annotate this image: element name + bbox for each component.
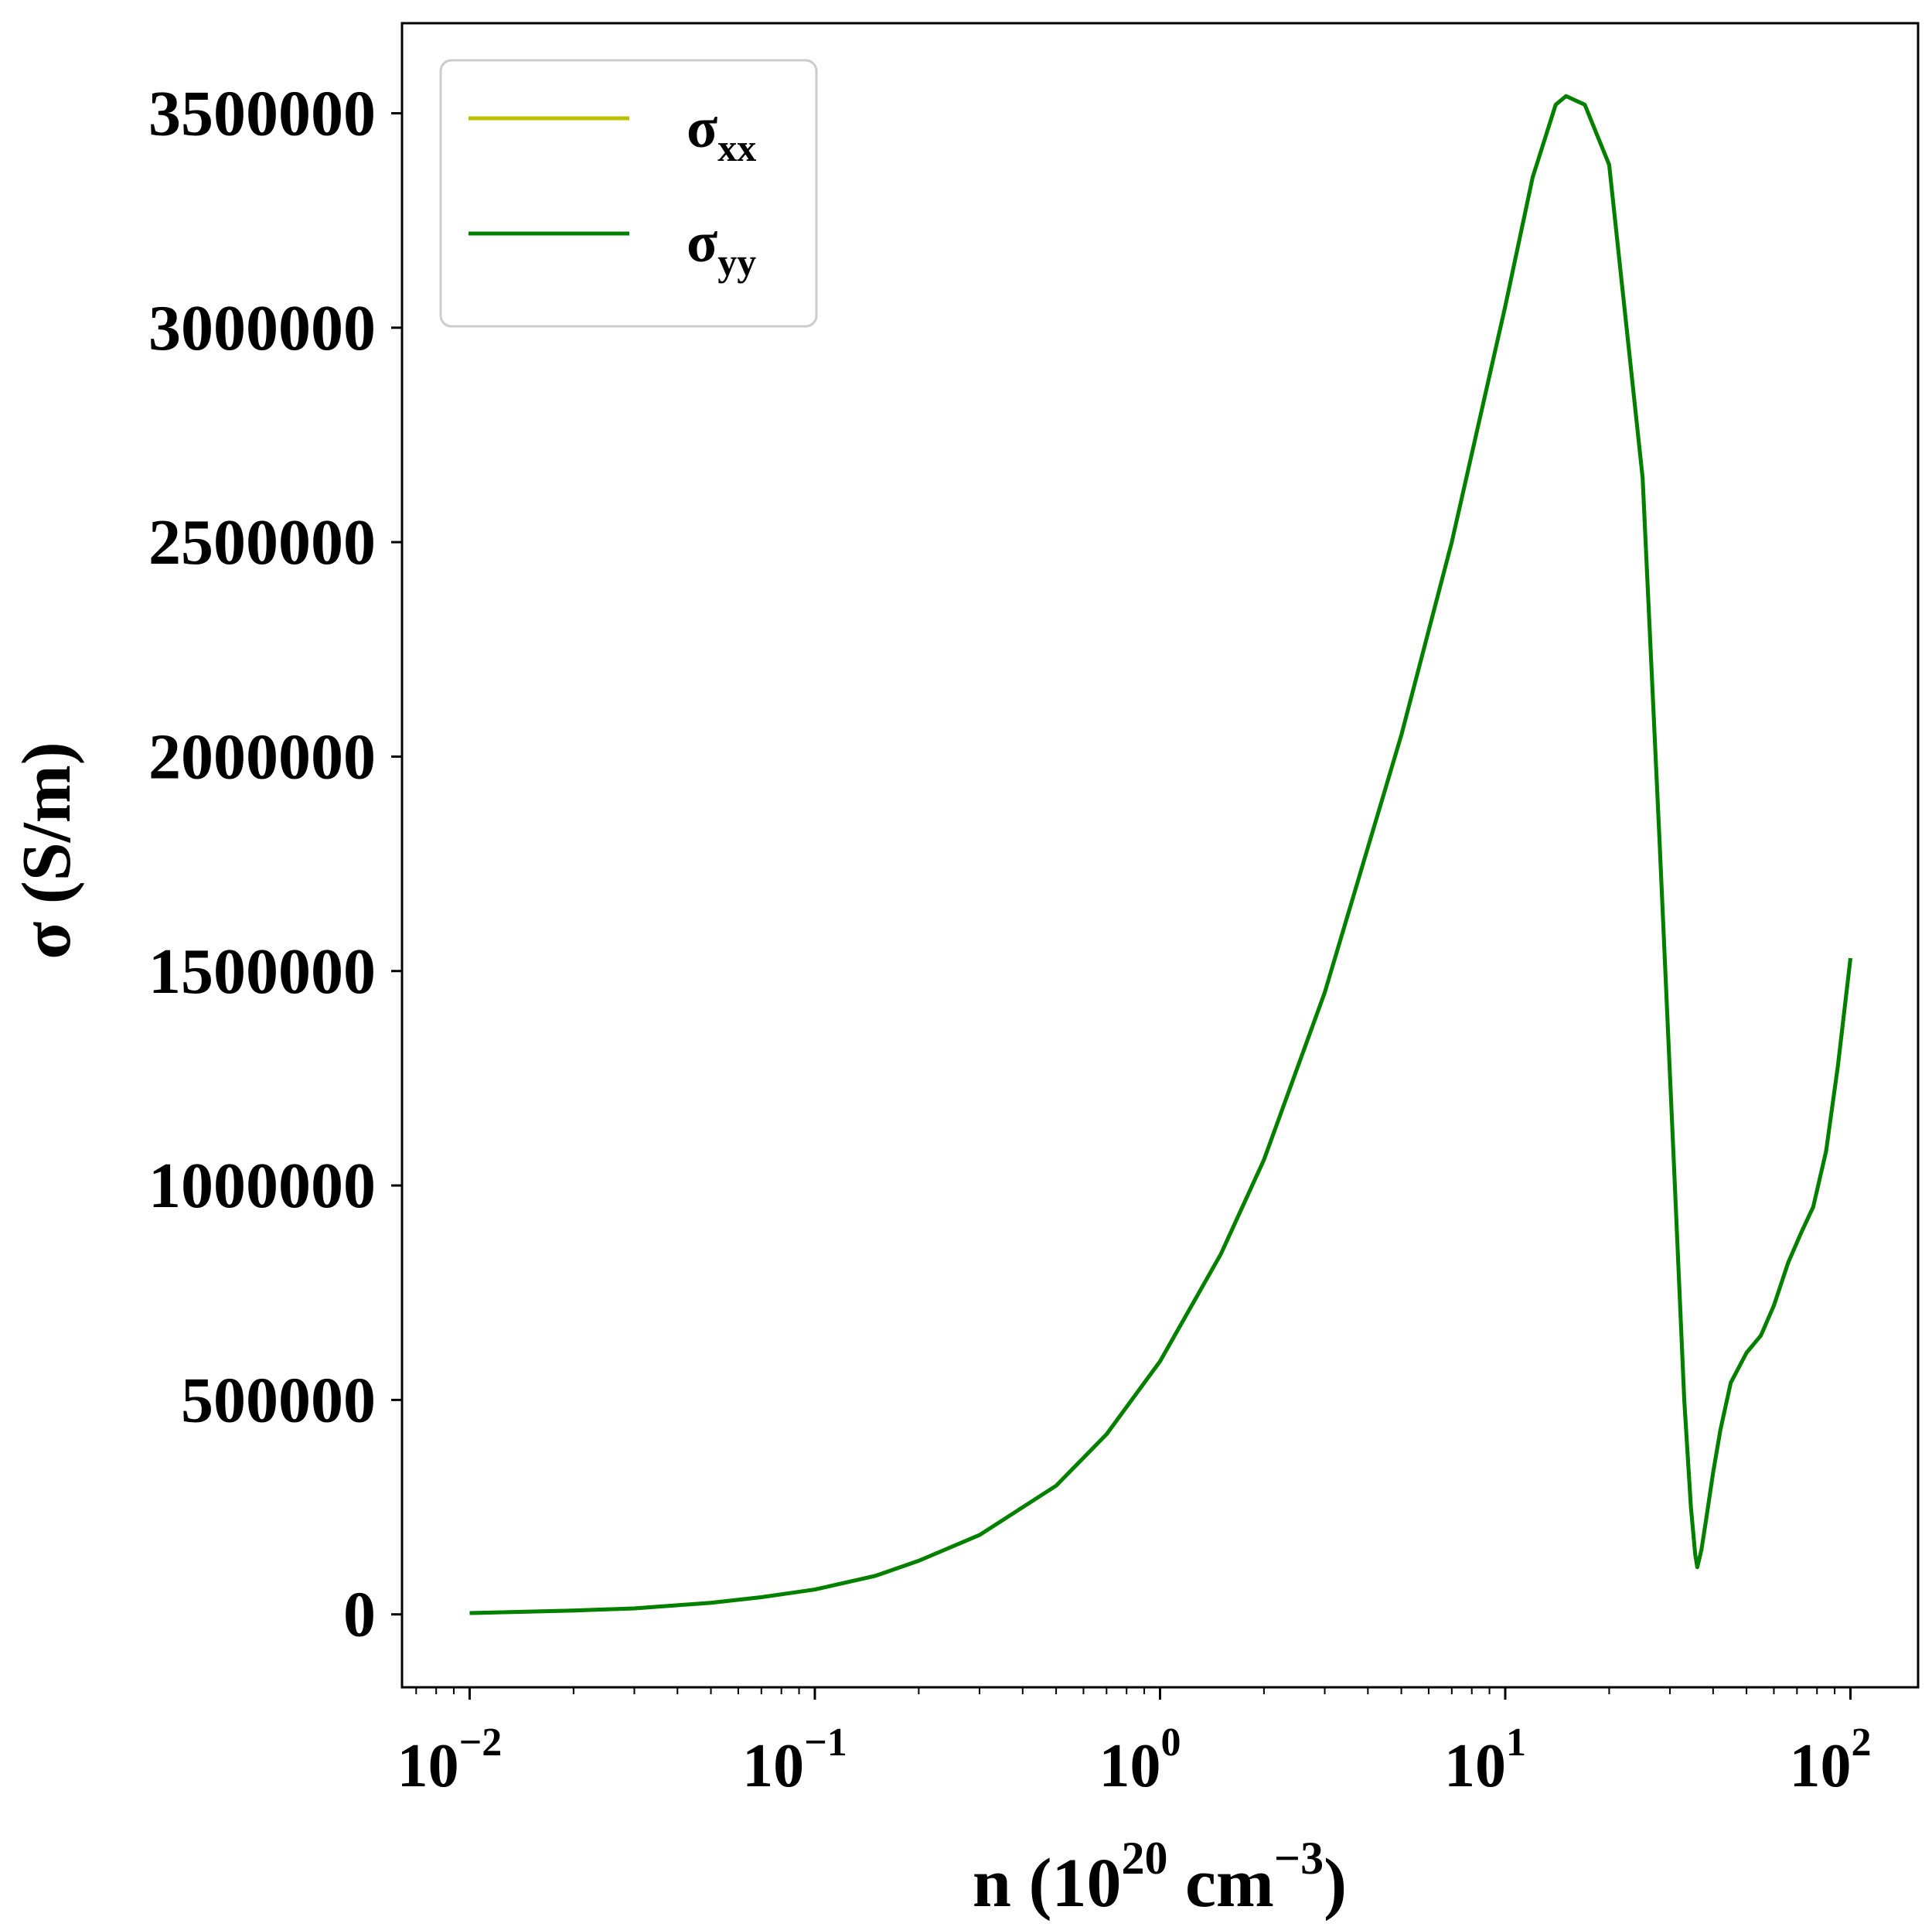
x-tick-label: 102: [1790, 1721, 1872, 1800]
y-axis: 0 500000 1000000 1500000 2000000 2500000 30000…: [148, 77, 402, 1651]
x-tick-base: 10: [1790, 1732, 1852, 1800]
legend-symbol-sigma-xx: σ: [687, 97, 717, 160]
x-tick-exponent: 0: [1160, 1721, 1181, 1765]
x-tick-label: 101: [1444, 1721, 1526, 1800]
x-tick-exponent: 2: [1852, 1721, 1872, 1765]
x-tick-exponent: −1: [804, 1721, 847, 1765]
legend-box: [439, 59, 818, 328]
legend-label-sigma-yy: σyy: [687, 211, 756, 284]
x-axis-label: n (1020 cm−3): [973, 1833, 1347, 1922]
x-tick-base: 10: [1444, 1732, 1506, 1800]
x-tick-base: 10: [397, 1732, 459, 1800]
x-tick-base: 10: [742, 1732, 804, 1800]
y-tick-label: 500000: [181, 1364, 376, 1436]
series-layer: [469, 94, 1853, 1615]
legend: σxx σyy: [439, 59, 818, 328]
y-tick-label: 3000000: [148, 292, 376, 364]
x-axis-label-sup2: −3: [1274, 1833, 1324, 1884]
x-tick-label: 10−2: [397, 1721, 503, 1800]
x-tick-base: 10: [1099, 1732, 1160, 1800]
y-tick-label: 3500000: [148, 77, 376, 149]
y-axis-label: σ (S/m): [9, 742, 85, 959]
x-axis-label-end: ): [1324, 1845, 1347, 1922]
series-line-sigma-yy: [469, 94, 1853, 1615]
x-tick-exponent: 1: [1506, 1721, 1526, 1765]
y-tick-label: 1000000: [148, 1150, 376, 1222]
y-tick-label: 2000000: [148, 721, 376, 793]
legend-label-sigma-xx: σxx: [687, 97, 756, 169]
plot-frame: [400, 22, 1920, 1689]
x-axis-label-mid: cm: [1167, 1845, 1273, 1922]
legend-subscript-sigma-xx: xx: [717, 126, 756, 169]
x-tick-label: 10−1: [742, 1721, 847, 1800]
y-tick-label: 2500000: [148, 506, 376, 578]
legend-symbol-sigma-yy: σ: [687, 211, 717, 275]
y-tick-label: 0: [343, 1579, 376, 1651]
x-axis: 10−2 10−1 100 101 102: [397, 1687, 1872, 1800]
x-tick-exponent: −2: [459, 1721, 503, 1765]
x-axis-label-base: n (10: [973, 1845, 1122, 1922]
x-axis-label-sup1: 20: [1121, 1833, 1167, 1884]
x-tick-label: 100: [1099, 1721, 1181, 1800]
y-tick-label: 1500000: [148, 936, 376, 1008]
legend-subscript-sigma-yy: yy: [717, 240, 756, 284]
